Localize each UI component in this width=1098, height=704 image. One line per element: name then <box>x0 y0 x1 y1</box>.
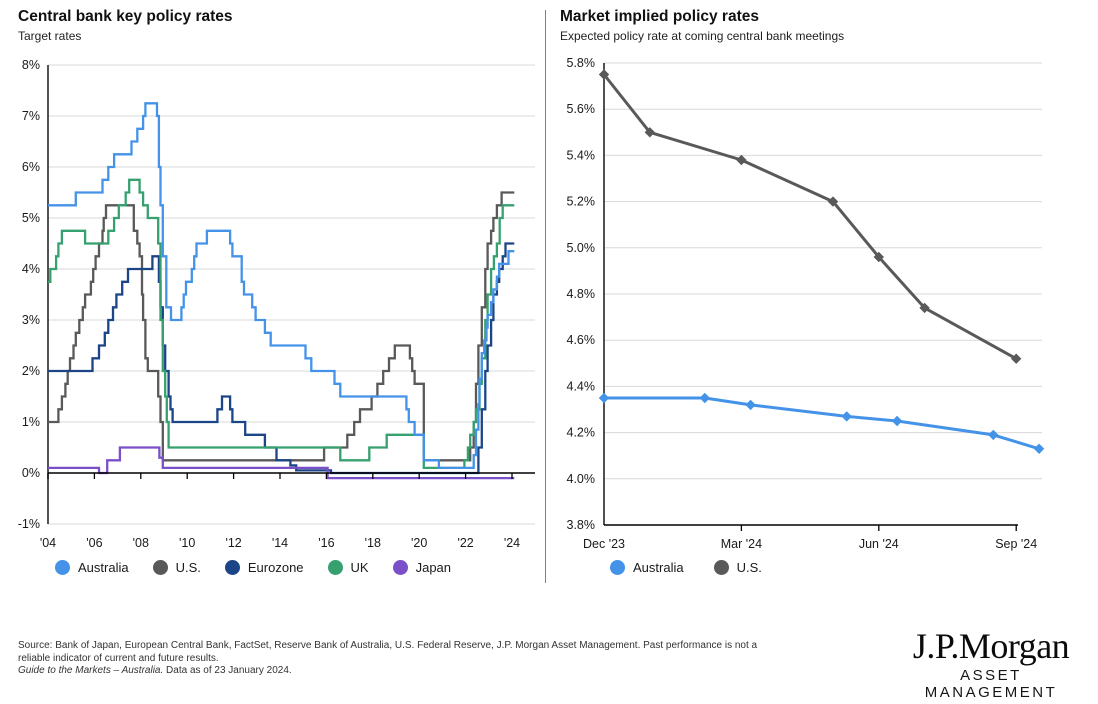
data-point-marker <box>891 415 903 427</box>
jpmorgan-brand-text: J.P.Morgan <box>912 626 1070 666</box>
x-axis-tick-label: '06 <box>86 536 102 550</box>
legend-item-australia: Australia <box>610 560 684 575</box>
x-axis-tick-label: '16 <box>318 536 334 550</box>
series-line-australia <box>48 102 515 470</box>
legend-label: Australia <box>633 560 684 575</box>
data-point-marker <box>841 411 852 422</box>
x-axis-tick-label: '22 <box>457 536 473 550</box>
x-axis-tick-label: '12 <box>225 536 241 550</box>
legend-label: U.S. <box>175 560 201 575</box>
data-point-marker <box>745 399 756 411</box>
legend-item-uk: UK <box>327 560 369 575</box>
x-axis-tick-label: '10 <box>179 536 195 550</box>
source-line-2: reliable indicator of current and future… <box>18 652 219 664</box>
x-axis-tick-label: '14 <box>272 536 288 550</box>
series-line-us <box>602 73 1017 361</box>
series-line-eurozone <box>48 242 515 475</box>
x-axis-tick-label: Jun '24 <box>859 537 899 551</box>
data-point-marker <box>699 392 710 404</box>
y-axis-tick-label: 3% <box>22 313 40 327</box>
x-axis-tick-label: Sep '24 <box>995 537 1037 551</box>
y-axis-tick-label: -1% <box>18 517 40 531</box>
data-point-marker <box>1033 443 1045 454</box>
y-axis-tick-label: 8% <box>22 58 40 72</box>
y-axis-tick-label: 4.0% <box>567 472 596 486</box>
series-line-uk <box>48 178 515 470</box>
source-line-3: Guide to the Markets – Australia. Data a… <box>18 665 898 678</box>
y-axis-tick-label: 0% <box>22 466 40 480</box>
x-axis-tick-label: Dec '23 <box>583 537 625 551</box>
x-axis-tick-label: '24 <box>504 536 520 550</box>
x-axis-tick-label: '08 <box>133 536 149 550</box>
y-axis-tick-label: 4.8% <box>567 287 596 301</box>
data-point-marker <box>598 69 610 80</box>
y-axis-tick-label: 5.8% <box>567 56 596 70</box>
data-as-of: Data as of 23 January 2024. <box>163 665 292 676</box>
market-implied-policy-rates-chart: 5.8% 5.6% 5.4% 5.2% 5.0% 4.8% 4.6% 4.4% 4.2% 4.0%… <box>567 56 1045 551</box>
legend-dot <box>224 560 240 575</box>
data-point-marker <box>736 154 747 166</box>
legend-item-japan: Japan <box>392 560 452 575</box>
legend-label: U.S. <box>736 560 762 575</box>
data-point-marker <box>598 392 610 404</box>
left-chart-subtitle: Target rates <box>18 29 82 43</box>
legend-item-australia: Australia <box>55 560 129 575</box>
source-line-1: Source: Bank of Japan, European Central … <box>18 640 758 651</box>
legend-dot <box>327 560 343 575</box>
panel-divider <box>545 10 546 583</box>
x-axis-tick-label: '04 <box>40 536 56 550</box>
legend-dot <box>392 560 408 575</box>
legend-label: UK <box>350 560 369 575</box>
y-axis-tick-label: 4.6% <box>567 333 596 347</box>
right-chart-subtitle: Expected policy rate at coming central b… <box>560 29 845 43</box>
y-axis-tick-label: 5.4% <box>567 148 596 162</box>
legend-label: Japan <box>415 560 452 575</box>
y-axis-tick-label: 1% <box>22 415 40 429</box>
y-axis-tick-label: 5.0% <box>567 241 596 255</box>
legend-label: Eurozone <box>247 560 304 575</box>
y-axis-tick-label: 6% <box>22 160 40 174</box>
jpmorgan-logo: J.P.Morgan ASSET MANAGEMENT <box>893 628 1089 701</box>
data-point-marker <box>827 196 839 207</box>
legend-dot <box>713 560 729 575</box>
data-point-marker <box>919 302 930 314</box>
right-chart-title: Market implied policy rates <box>560 8 759 25</box>
asset-management-text: ASSET MANAGEMENT <box>924 667 1058 701</box>
central-bank-policy-rates-chart: 8% 7% 6% 5% 4% 3% 2% 1% 0% -1%'04 '06 '08 '10 '12 '14 '… <box>18 58 535 550</box>
series-line-australia <box>604 396 1040 451</box>
legend-dot <box>55 560 70 575</box>
y-axis-tick-label: 4% <box>22 262 40 276</box>
y-axis-tick-label: 4.4% <box>567 379 596 393</box>
left-chart-title: Central bank key policy rates <box>18 8 233 25</box>
y-axis-tick-label: 4.2% <box>567 426 596 440</box>
y-axis-tick-label: 5.2% <box>567 195 596 209</box>
legend-label: Australia <box>78 560 129 575</box>
y-axis-tick-label: 7% <box>22 109 40 123</box>
data-point-marker <box>988 429 999 441</box>
legend-item-us: U.S. <box>713 560 762 575</box>
right-chart-legend: Australia U.S. <box>610 560 762 575</box>
x-axis-tick-label: '20 <box>411 536 427 550</box>
x-axis-tick-label: Mar '24 <box>721 537 762 551</box>
legend-dot <box>610 560 625 575</box>
legend-item-eurozone: Eurozone <box>224 560 304 575</box>
gtm-reference: Guide to the Markets – Australia. <box>18 665 164 676</box>
y-axis-tick-label: 2% <box>22 364 40 378</box>
left-chart-legend: Australia U.S. Eurozone UK Japan <box>55 560 451 575</box>
x-axis-tick-label: '18 <box>365 536 381 550</box>
series-line-us <box>48 191 515 462</box>
y-axis-tick-label: 5% <box>22 211 40 225</box>
source-note: Source: Bank of Japan, European Central … <box>18 640 898 678</box>
y-axis-tick-label: 5.6% <box>567 102 596 116</box>
legend-item-us: U.S. <box>152 560 201 575</box>
y-axis-tick-label: 3.8% <box>567 518 596 532</box>
legend-dot <box>152 560 168 575</box>
